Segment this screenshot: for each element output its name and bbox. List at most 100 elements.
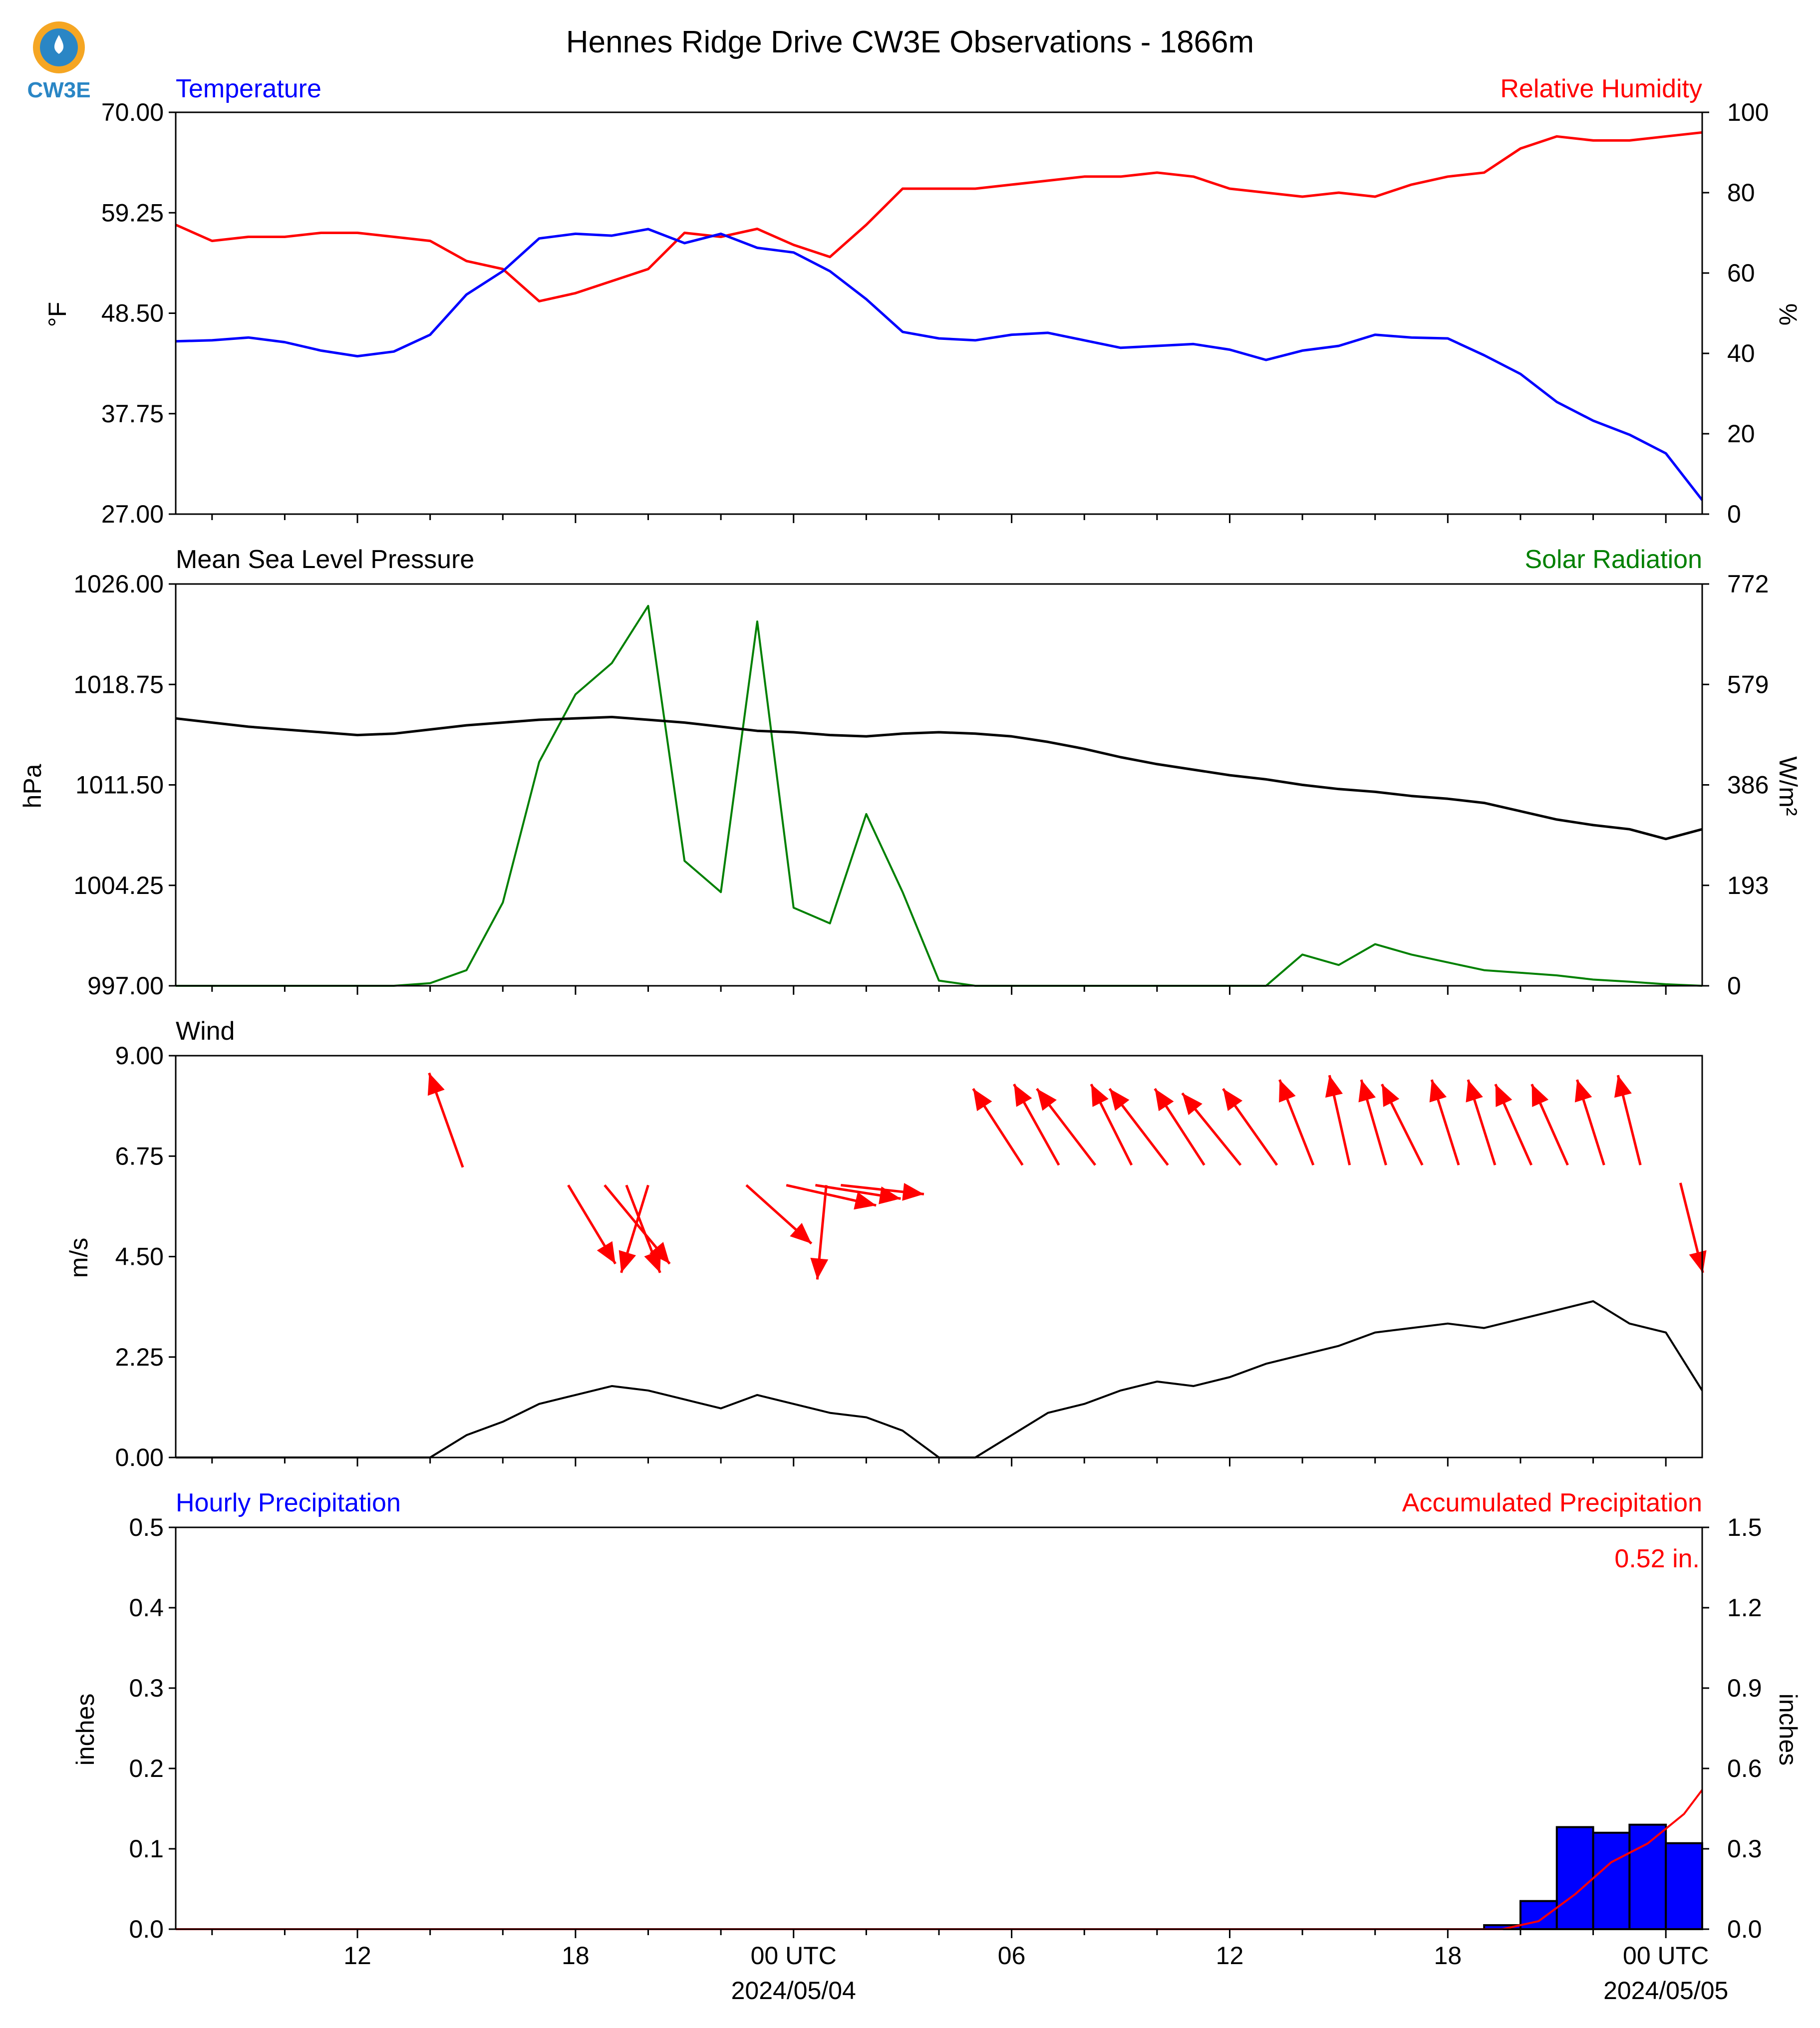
x-tick-label: 00 UTC	[1623, 1942, 1709, 1970]
x-tick-label: 06	[998, 1942, 1026, 1970]
y-tick-label: 1.5	[1727, 1513, 1762, 1541]
y-tick-label: 0	[1727, 500, 1741, 528]
panel2-frame	[175, 583, 1703, 987]
wind-speed-line	[176, 1300, 1703, 1458]
wind-vector-arrowhead	[1358, 1080, 1376, 1103]
y-tick-label: 4.50	[115, 1243, 164, 1271]
y-tick-label: 6.75	[115, 1142, 164, 1170]
humidity-line	[175, 131, 1703, 302]
chart-title: Hennes Ridge Drive CW3E Observations - 1…	[566, 25, 1254, 59]
panel-temperature-humidity: Temperature Relative Humidity °F % 70.00…	[43, 74, 1802, 528]
hourly-precip-bar	[1665, 1842, 1703, 1930]
wind-vector-arrowhead	[902, 1182, 924, 1201]
wind-vector-arrowhead	[644, 1250, 661, 1273]
wind-vector-arrowhead	[854, 1192, 877, 1210]
wind-vector-arrowhead	[1495, 1084, 1513, 1107]
wind-vector-arrowhead	[1466, 1080, 1483, 1103]
panel4-frame	[175, 1526, 1703, 1930]
wind-vector-arrowhead	[1531, 1084, 1549, 1107]
y-tick-label: 0	[1727, 972, 1741, 1000]
pressure-solar-series	[175, 604, 1703, 987]
y-tick-label: 27.00	[101, 500, 164, 528]
temperature-ticks: 70.00 59.25 48.50 37.75 27.00	[101, 98, 176, 528]
y-tick-label: 0.3	[129, 1674, 164, 1702]
y-tick-label: 20	[1727, 420, 1755, 448]
x-date-label: 2024/05/04	[731, 1977, 856, 2005]
accum-precip-label: Accumulated Precipitation	[1402, 1488, 1702, 1517]
humidity-ticks: 100 80 60 40 20 0	[1702, 98, 1769, 528]
wind-vector-arrowhead	[1574, 1080, 1592, 1103]
y-tick-label: 772	[1727, 570, 1769, 598]
wind-vector-arrowhead	[618, 1250, 636, 1273]
solar-radiation-line	[176, 604, 1703, 987]
wind-vector-arrowhead	[1182, 1093, 1203, 1116]
wind-unit: m/s	[65, 1238, 93, 1278]
wind-vector-arrowhead	[1109, 1089, 1130, 1111]
wind-vector-arrowhead	[1037, 1089, 1057, 1111]
hourly-precip-ticks: 0.5 0.4 0.3 0.2 0.1 0.0	[129, 1513, 176, 1943]
wind-vector-arrowhead	[1014, 1084, 1032, 1107]
pressure-label: Mean Sea Level Pressure	[176, 545, 474, 574]
cw3e-logo: CW3E	[27, 21, 91, 102]
y-tick-label: 0.3	[1727, 1835, 1762, 1863]
hourly-precip-bar	[1555, 1826, 1594, 1931]
wind-vector-arrowhead	[1689, 1250, 1707, 1273]
wind-vector-arrowhead	[1325, 1075, 1343, 1098]
temperature-unit: °F	[43, 302, 71, 327]
y-tick-label: 0.9	[1727, 1674, 1762, 1702]
logo-water-drop-icon	[54, 35, 64, 54]
temperature-label: Temperature	[176, 74, 321, 103]
wind-series	[176, 1072, 1707, 1458]
accum-precip-unit: inches	[1774, 1694, 1802, 1766]
y-tick-label: 48.50	[101, 299, 164, 327]
wind-vector-arrowhead	[973, 1089, 992, 1112]
y-tick-label: 2.25	[115, 1343, 164, 1371]
wind-vector-arrowhead	[1091, 1084, 1109, 1107]
y-tick-label: 579	[1727, 670, 1769, 698]
temperature-line	[175, 228, 1703, 501]
humidity-label: Relative Humidity	[1500, 74, 1702, 103]
x-tick-label: 18	[1434, 1942, 1462, 1970]
panel3-frame	[175, 1055, 1703, 1458]
y-tick-label: 1026.00	[73, 570, 164, 598]
wind-vector-arrowhead	[1614, 1075, 1632, 1098]
panel-pressure-solar: Mean Sea Level Pressure Solar Radiation …	[18, 545, 1802, 1000]
y-tick-label: 40	[1727, 339, 1755, 367]
hourly-precip-label: Hourly Precipitation	[176, 1488, 401, 1517]
panel-precipitation: Hourly Precipitation Accumulated Precipi…	[71, 1488, 1802, 1943]
wind-vector-arrowhead	[597, 1241, 615, 1264]
y-tick-label: 59.25	[101, 199, 164, 227]
solar-ticks: 772 579 386 193 0	[1702, 570, 1769, 1000]
solar-unit: W/m²	[1774, 756, 1802, 816]
accum-total-annotation: 0.52 in.	[1614, 1544, 1700, 1573]
y-tick-label: 60	[1727, 259, 1755, 287]
y-tick-label: 100	[1727, 98, 1769, 126]
accum-precip-ticks: 1.5 1.2 0.9 0.6 0.3 0.0	[1702, 1513, 1762, 1943]
y-tick-label: 0.5	[129, 1513, 164, 1541]
wind-vector-arrowhead	[1429, 1080, 1447, 1103]
humidity-unit: %	[1774, 303, 1802, 325]
y-tick-label: 1.2	[1727, 1594, 1762, 1622]
wind-label: Wind	[176, 1017, 235, 1046]
hourly-precip-bar	[1628, 1823, 1667, 1930]
x-tick-label: 12	[1216, 1942, 1244, 1970]
x-tick-label: 00 UTC	[751, 1942, 837, 1970]
hourly-precip-unit: inches	[71, 1694, 99, 1766]
wind-vector-arrowhead	[1223, 1089, 1243, 1111]
y-tick-label: 0.6	[1727, 1754, 1762, 1782]
y-tick-label: 0.4	[129, 1594, 164, 1622]
temperature-humidity-series	[175, 131, 1703, 501]
accumulated-precip-line	[176, 1789, 1703, 1930]
x-axis-labels: 12 18 00 UTC 06 12 18 00 UTC 2024/05/04 …	[343, 1942, 1728, 2005]
wind-vector-arrowhead	[1279, 1080, 1296, 1103]
y-tick-label: 0.1	[129, 1835, 164, 1863]
wind-vector-arrowhead	[810, 1257, 829, 1280]
panel-wind: Wind m/s 9.00 6.75 4.50 2.25 0.00	[65, 1017, 1707, 1471]
y-tick-label: 1011.50	[75, 771, 164, 799]
y-tick-label: 0.0	[129, 1915, 164, 1943]
x-date-label: 2024/05/05	[1603, 1977, 1728, 2005]
y-tick-label: 0.0	[1727, 1915, 1762, 1943]
wind-vector-arrowhead	[1155, 1089, 1174, 1112]
pressure-line	[175, 716, 1703, 841]
